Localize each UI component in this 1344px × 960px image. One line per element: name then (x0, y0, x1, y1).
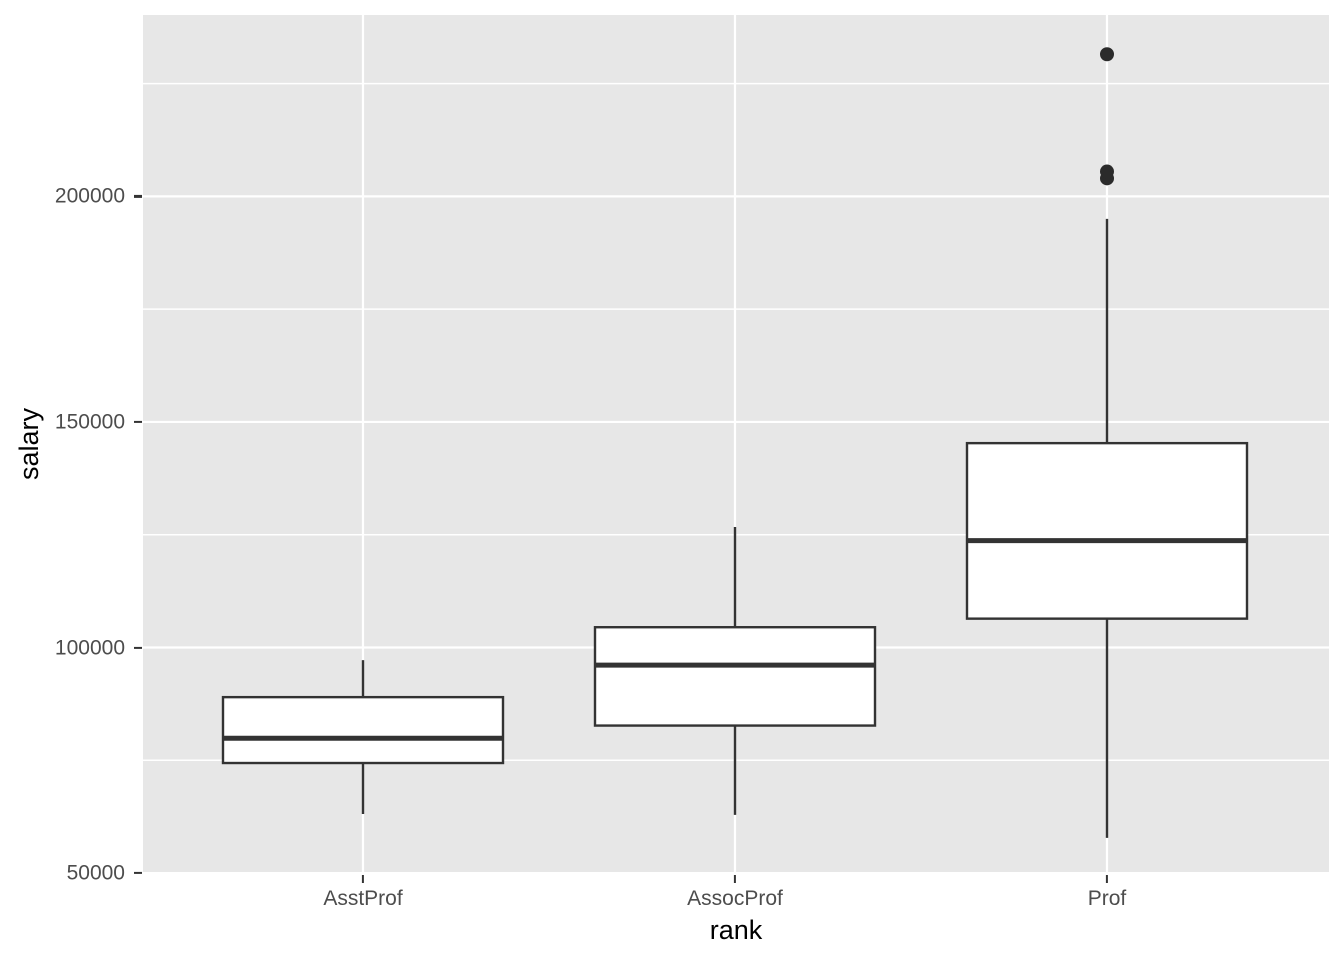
x-tick-label: Prof (1087, 887, 1127, 910)
outlier-point (1100, 47, 1114, 62)
box-Prof (965, 441, 1249, 620)
y-tick-label: 200000 (54, 184, 125, 208)
boxplot-canvas (143, 15, 1329, 874)
y-tick-mark (134, 646, 142, 649)
x-tick-label: AsstProf (323, 887, 403, 910)
x-tick-mark (361, 875, 365, 883)
box-AssocProf (593, 626, 877, 727)
y-tick-label: 100000 (54, 636, 125, 660)
y-tick-mark (134, 195, 142, 198)
y-tick-label: 50000 (66, 861, 125, 885)
x-tick-label: AssocProf (687, 887, 783, 910)
y-tick-mark (134, 420, 142, 424)
x-tick-mark (733, 875, 737, 883)
y-tick-mark (134, 872, 142, 875)
outlier-point (1100, 164, 1114, 179)
y-axis-title: salary (14, 407, 44, 481)
x-tick-mark (1105, 875, 1109, 883)
x-axis-title: rank (709, 915, 763, 945)
box-AsstProf (221, 695, 505, 765)
y-tick-label: 150000 (54, 410, 125, 434)
plot-panel (143, 15, 1329, 874)
